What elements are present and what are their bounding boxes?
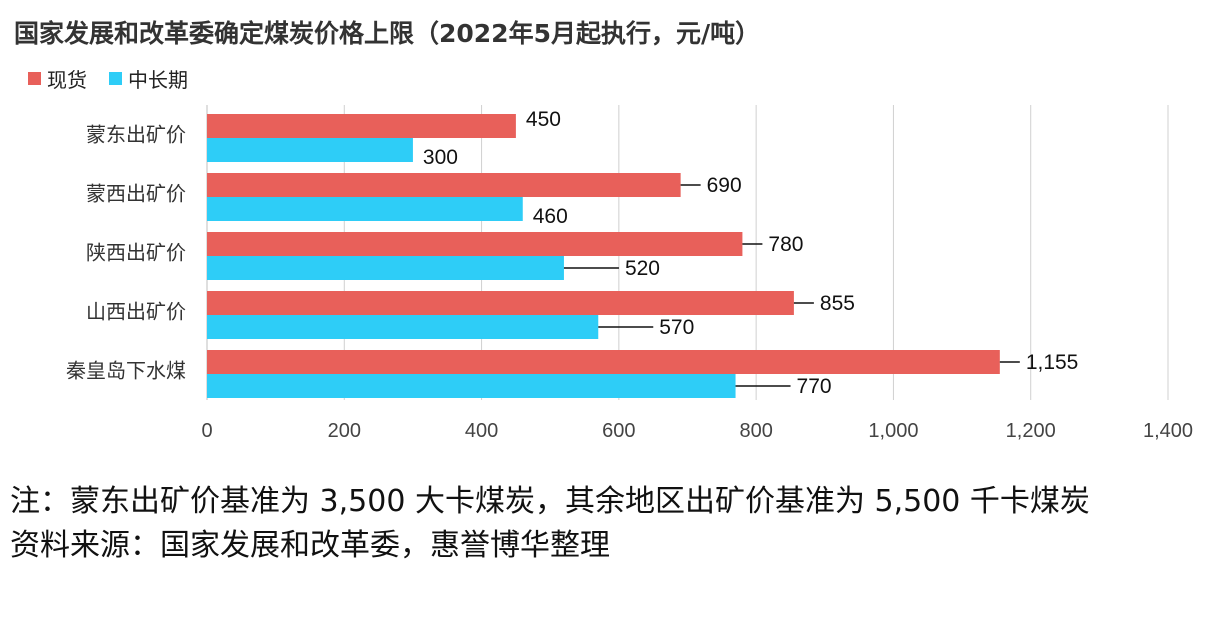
- bar-spot: [207, 173, 681, 197]
- x-tick-label: 400: [465, 420, 498, 442]
- legend-item-longterm: 中长期: [109, 64, 188, 93]
- data-label: 570: [659, 316, 694, 339]
- data-label: 450: [526, 108, 561, 131]
- category-label: 陕西出矿价: [86, 241, 186, 265]
- data-label: 520: [625, 257, 660, 280]
- chart-legend: 现货 中长期: [28, 64, 210, 93]
- bar-longterm: [207, 374, 736, 398]
- bar-spot: [207, 291, 794, 315]
- category-label: 山西出矿价: [86, 300, 186, 324]
- x-tick-label: 600: [602, 420, 635, 442]
- x-tick-label: 1,200: [1006, 420, 1056, 442]
- bar-spot: [207, 114, 516, 138]
- data-label: 1,155: [1026, 351, 1079, 374]
- legend-swatch-longterm: [109, 72, 122, 85]
- chart-title: 国家发展和改革委确定煤炭价格上限（2022年5月起执行，元/吨）: [14, 19, 761, 48]
- x-tick-label: 200: [328, 420, 361, 442]
- source-line: 资料来源：国家发展和改革委，惠誉博华整理: [10, 528, 610, 563]
- category-label: 秦皇岛下水煤: [66, 359, 186, 383]
- x-tick-label: 1,000: [868, 420, 918, 442]
- bar-spot: [207, 350, 1000, 374]
- x-tick-label: 800: [739, 420, 772, 442]
- bar-longterm: [207, 315, 599, 339]
- x-tick-label: 1,400: [1143, 420, 1193, 442]
- category-label: 蒙西出矿价: [86, 182, 186, 206]
- x-tick-label: 0: [201, 420, 212, 442]
- category-label: 蒙东出矿价: [86, 123, 186, 147]
- legend-label-spot: 现货: [47, 68, 87, 92]
- data-label: 460: [533, 205, 568, 228]
- note-line: 注：蒙东出矿价基准为 3,500 大卡煤炭，其余地区出矿价基准为 5,500 千…: [10, 484, 1090, 519]
- data-label: 855: [820, 292, 855, 315]
- data-label: 770: [797, 375, 832, 398]
- bar-longterm: [207, 256, 564, 280]
- chart-notes: 注：蒙东出矿价基准为 3,500 大卡煤炭，其余地区出矿价基准为 5,500 千…: [10, 480, 1200, 568]
- data-label: 780: [768, 233, 803, 256]
- legend-label-longterm: 中长期: [128, 68, 188, 92]
- legend-item-spot: 现货: [28, 64, 87, 93]
- bar-longterm: [207, 138, 413, 162]
- bar-spot: [207, 232, 743, 256]
- legend-swatch-spot: [28, 72, 41, 85]
- data-label: 690: [707, 174, 742, 197]
- bar-longterm: [207, 197, 523, 221]
- bar-chart: 0 200 400 600 800 1,000 1,200 1,400 蒙东出矿价 450 300 蒙…: [66, 105, 1193, 442]
- data-label: 300: [423, 146, 458, 169]
